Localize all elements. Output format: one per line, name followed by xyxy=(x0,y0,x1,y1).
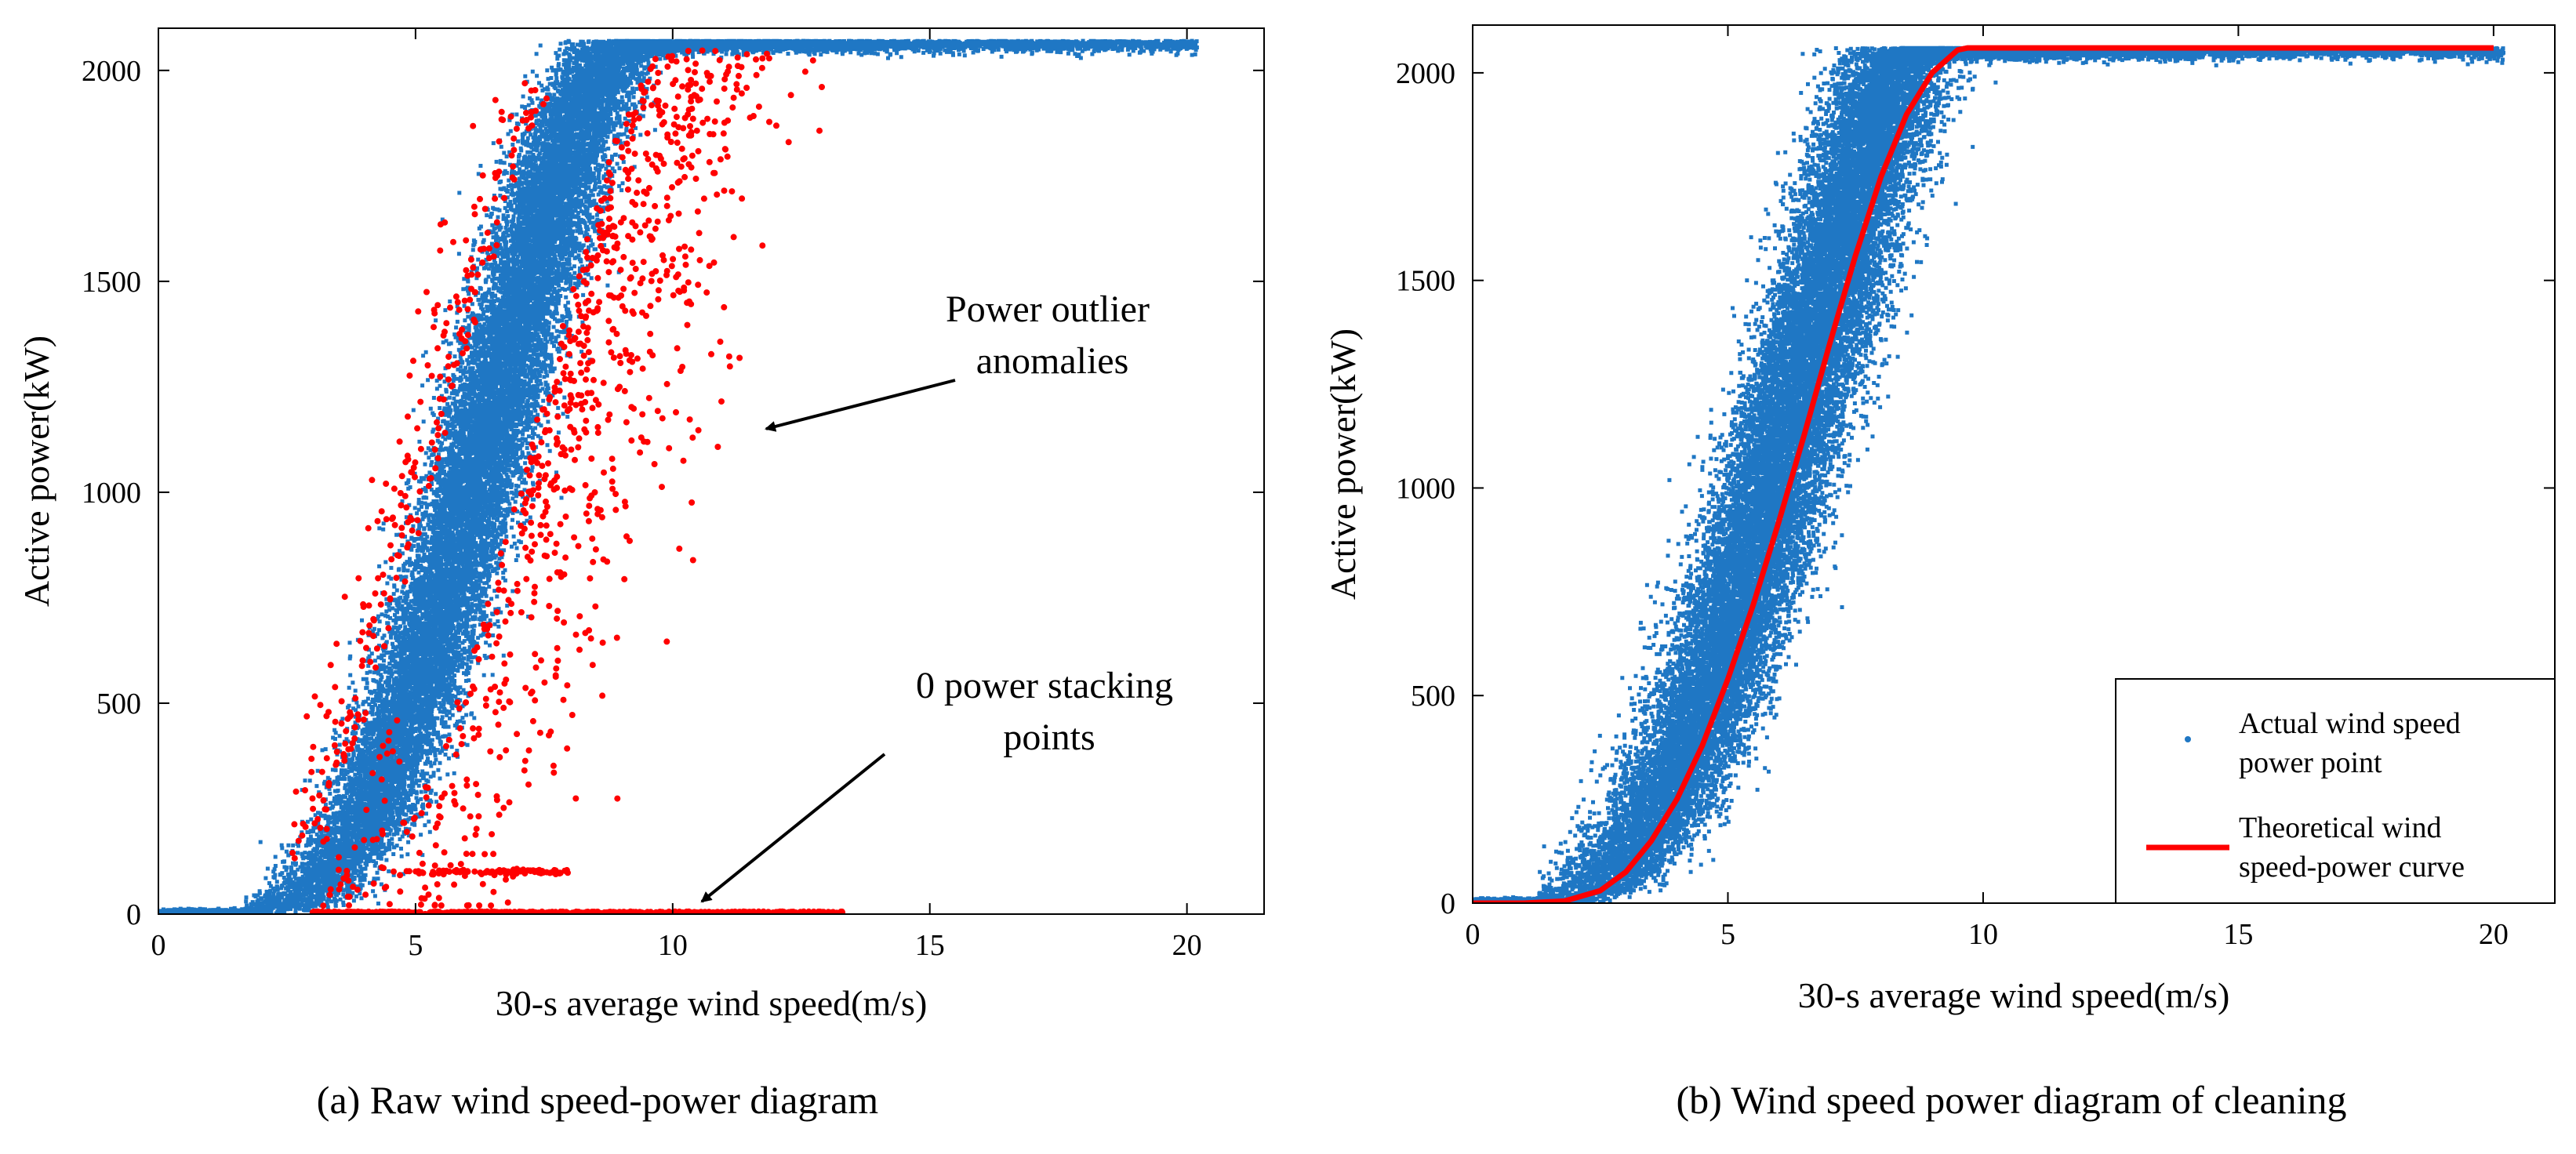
panel-b-ytick-label: 2000 xyxy=(1396,57,1455,90)
panel-b-caption: (b) Wind speed power diagram of cleaning xyxy=(1676,1078,2346,1122)
annotation-zero-power-line2: points xyxy=(1003,717,1095,758)
panel-a-xtick-label: 20 xyxy=(1172,929,1202,962)
legend-label-theoretical-line1: Theoretical wind xyxy=(2239,811,2442,844)
panel-b-xtick-label: 0 xyxy=(1466,918,1481,951)
panel-b-xlabel: 30-s average wind speed(m/s) xyxy=(1798,975,2230,1015)
panel-a-ytick-label: 1500 xyxy=(82,266,141,299)
panel-b-ytick-label: 1500 xyxy=(1396,265,1455,298)
panel-a-xtick-label: 0 xyxy=(151,929,166,962)
panel-b-xtick-label: 20 xyxy=(2479,918,2509,951)
panel-a-xtick-label: 5 xyxy=(408,929,423,962)
legend-marker-actual xyxy=(2185,736,2191,742)
annotation-zero-power-line1: 0 power stacking xyxy=(916,665,1173,706)
legend-label-actual-line1: Actual wind speed xyxy=(2239,707,2461,740)
panel-b: 0 5 10 15 20 0 500 1000 1500 2000 30-s average wi… xyxy=(1323,25,2555,1122)
panel-a-xtick-label: 10 xyxy=(658,929,688,962)
annotation-power-outlier-line1: Power outlier xyxy=(946,288,1150,330)
legend-label-theoretical-line2: speed-power curve xyxy=(2239,851,2465,884)
panel-a-ylabel: Active power(kW) xyxy=(16,336,56,607)
panel-b-ytick-label: 500 xyxy=(1411,680,1455,713)
panel-a-caption: (a) Raw wind speed-power diagram xyxy=(317,1078,879,1122)
panel-a-ytick-label: 1000 xyxy=(82,477,141,510)
legend: Actual wind speed power point Theoretica… xyxy=(2116,679,2555,903)
panel-b-xtick-label: 15 xyxy=(2223,918,2253,951)
panel-a-xlabel: 30-s average wind speed(m/s) xyxy=(496,983,928,1023)
annotation-power-outlier-line2: anomalies xyxy=(976,340,1129,382)
panel-b-ylabel: Active power(kW) xyxy=(1323,328,1363,600)
panel-b-ytick-label: 1000 xyxy=(1396,472,1455,505)
panel-a-ytick-label: 500 xyxy=(96,688,141,720)
panel-a-xtick-label: 15 xyxy=(915,929,945,962)
legend-label-actual-line2: power point xyxy=(2239,746,2382,779)
panel-b-xtick-label: 5 xyxy=(1720,918,1735,951)
panel-a-ytick-label: 0 xyxy=(126,898,141,931)
panel-a-ytick-label: 2000 xyxy=(82,55,141,88)
panel-b-ytick-label: 0 xyxy=(1441,887,1455,920)
panel-a: 0 5 10 15 20 0 500 1000 1500 2000 30-s average wi… xyxy=(16,28,1264,1122)
panel-b-xtick-label: 10 xyxy=(1968,918,1998,951)
